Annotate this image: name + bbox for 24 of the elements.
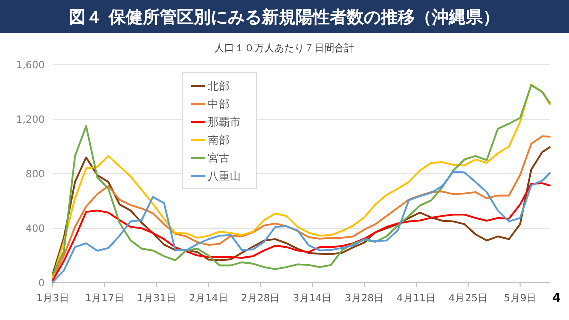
y-tick-label: 800 — [26, 170, 45, 180]
text: 4 — [552, 291, 561, 306]
chart-title: 図４ 保健所管区別にみる新規陽性者数の推移（沖縄県） — [69, 8, 500, 28]
x-tick-label: 5月9日 — [504, 294, 537, 304]
x-tick-label: 1月17日 — [85, 294, 124, 304]
x-tick-label: 3月14日 — [293, 294, 332, 304]
legend-label: 中部 — [208, 98, 230, 111]
legend-label: 宮古 — [208, 152, 230, 165]
legend-label: 南部 — [208, 134, 230, 147]
y-tick-label: 0 — [38, 278, 45, 290]
y-tick-label: 1,600 — [16, 60, 45, 72]
legend-label: 那覇市 — [208, 116, 241, 129]
y-tick-label: 1,200 — [16, 115, 45, 126]
legend-label: 北部 — [208, 80, 230, 93]
legend-label: 八重山 — [208, 170, 241, 183]
chart-subtitle: 人口１０万人あたり７日間合計 — [214, 42, 354, 54]
x-tick-label: 2月28日 — [241, 294, 280, 304]
x-tick-label: 3月28日 — [345, 294, 384, 304]
x-tick-label: 4月25日 — [448, 294, 488, 304]
x-tick-label: 4月11日 — [396, 294, 436, 304]
x-tick-label: 2月14日 — [189, 294, 228, 304]
y-tick-label: 400 — [26, 224, 45, 235]
x-tick-label: 1月31日 — [137, 294, 176, 304]
x-tick-label: 1月3日 — [36, 294, 70, 304]
